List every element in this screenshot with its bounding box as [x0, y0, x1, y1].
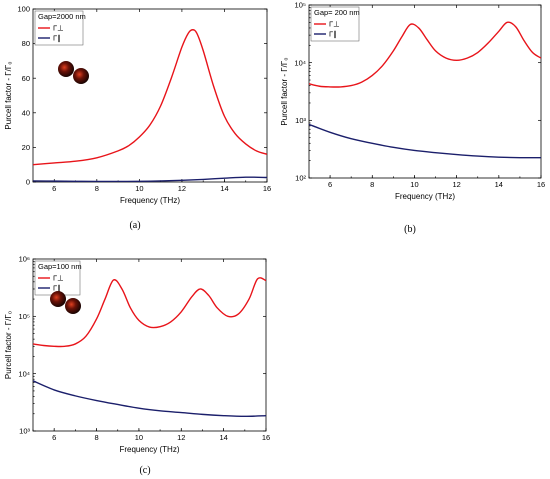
x-tick-label: 12 — [178, 184, 186, 193]
y-tick-label: 10⁵ — [295, 1, 306, 10]
legend-entry-perp: Γ⊥ — [329, 20, 340, 29]
x-tick-label: 10 — [135, 433, 143, 442]
chart-panel-a: 6 8 10 12 14 16 0 20 40 60 80 100 Frequency (THz) Pur… — [4, 5, 271, 231]
legend: Gap=100 nm Γ⊥Γ∥ — [34, 260, 82, 296]
y-tick-label: 10⁶ — [19, 255, 30, 264]
x-axis-title: Frequency (THz) — [119, 445, 179, 454]
y-tick-label: 60 — [22, 74, 30, 83]
legend-title: Gap= 200 nm — [314, 8, 360, 17]
particle-right — [65, 298, 81, 314]
legend-entry-perp: Γ⊥ — [53, 24, 64, 33]
legend-entry-para: Γ∥ — [329, 30, 337, 39]
nanoparticle-dimer-icon — [50, 291, 81, 314]
panel-caption: (a) — [129, 220, 140, 231]
y-tick-label: 0 — [26, 178, 30, 187]
panel-caption: (c) — [139, 465, 150, 476]
x-tick-label: 10 — [135, 184, 143, 193]
series-line-para — [33, 176, 267, 182]
legend-title: Gap=100 nm — [38, 262, 82, 271]
series-line-perp — [33, 277, 266, 348]
series-line-para — [33, 380, 266, 418]
y-tick-label: 100 — [17, 5, 30, 14]
x-axis-title: Frequency (THz) — [120, 196, 180, 205]
legend: Gap= 200 nm Γ⊥Γ∥ — [310, 6, 360, 42]
particle-right — [73, 68, 89, 84]
y-tick-label: 10³ — [295, 116, 306, 125]
x-tick-label: 6 — [328, 180, 332, 189]
x-tick-label: 14 — [220, 184, 228, 193]
y-axis-title: Purcell factor - Γ/Γ₀ — [4, 61, 13, 129]
x-tick-label: 6 — [52, 184, 56, 193]
y-tick-label: 20 — [22, 143, 30, 152]
x-tick-label: 8 — [370, 180, 374, 189]
y-tick-label: 10² — [295, 174, 306, 183]
x-tick-label: 8 — [95, 184, 99, 193]
y-tick-label: 40 — [22, 108, 30, 117]
x-tick-label: 12 — [177, 433, 185, 442]
nanoparticle-dimer-icon — [58, 61, 89, 84]
legend-entry-perp: Γ⊥ — [53, 274, 64, 283]
x-tick-label: 12 — [452, 180, 460, 189]
y-tick-label: 10⁴ — [18, 369, 30, 378]
panel-caption: (b) — [404, 224, 416, 235]
y-axis-title: Purcell factor - Γ/Γ₀ — [4, 311, 13, 379]
particle-left — [50, 291, 66, 307]
legend: Gap=2000 nm Γ⊥Γ∥ — [34, 10, 86, 46]
x-tick-label: 6 — [52, 433, 56, 442]
y-tick-label: 80 — [22, 39, 30, 48]
plot-frame — [308, 4, 542, 179]
x-tick-label: 14 — [219, 433, 227, 442]
series-line-para — [309, 123, 541, 159]
legend-entry-para: Γ∥ — [53, 284, 61, 293]
y-tick-label: 10³ — [19, 427, 30, 436]
x-tick-label: 16 — [263, 184, 271, 193]
chart-panel-b: 6 8 10 12 14 16 10² 10³ 10⁴ 10⁵ Frequency (THz) Pur… — [280, 1, 545, 235]
x-tick-label: 8 — [94, 433, 98, 442]
legend-title: Gap=2000 nm — [38, 12, 86, 21]
x-tick-label: 10 — [410, 180, 418, 189]
plot-frame — [32, 258, 267, 432]
series-line-perp — [309, 21, 541, 88]
y-tick-label: 10⁵ — [19, 312, 30, 321]
y-axis-title: Purcell factor - Γ/Γ₀ — [280, 57, 289, 125]
x-tick-label: 16 — [537, 180, 545, 189]
x-axis-title: Frequency (THz) — [395, 192, 455, 201]
x-tick-label: 16 — [262, 433, 270, 442]
plot-frame — [32, 8, 268, 183]
particle-left — [58, 61, 74, 77]
series-line-perp — [33, 29, 267, 166]
chart-panel-c: 6 8 10 12 14 16 10³ 10⁴ 10⁵ 10⁶ Frequency (THz) Pur… — [4, 255, 270, 476]
legend-entry-para: Γ∥ — [53, 34, 61, 43]
x-tick-label: 14 — [495, 180, 503, 189]
y-tick-label: 10⁴ — [294, 58, 306, 67]
